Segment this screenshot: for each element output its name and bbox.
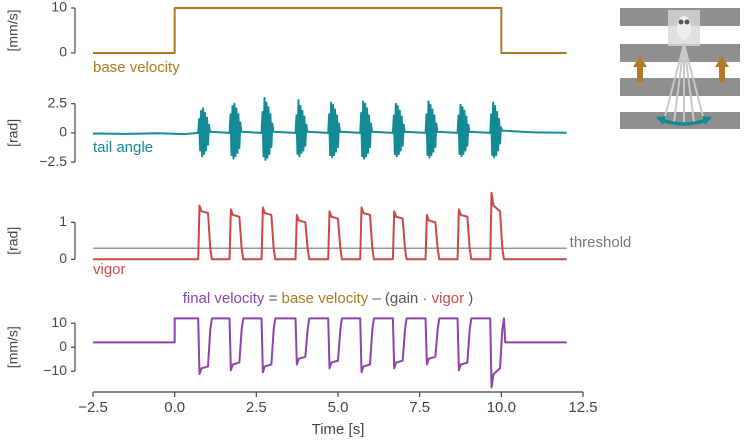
equation-term: ) bbox=[468, 290, 473, 307]
y-tick-label: 2.5 bbox=[48, 94, 68, 110]
x-tick-label: 12.5 bbox=[568, 399, 597, 416]
series-label: vigor bbox=[93, 261, 126, 278]
stripe bbox=[620, 44, 740, 62]
equation: final velocity = base velocity – (gain ·… bbox=[183, 290, 474, 307]
equation-term: – bbox=[372, 290, 381, 307]
equation-term: final velocity bbox=[183, 290, 265, 307]
y-axis-label: [mm/s] bbox=[5, 326, 21, 368]
x-tick-label: 2.5 bbox=[246, 399, 267, 416]
y-tick-label: 0 bbox=[59, 124, 67, 140]
arrow-head bbox=[656, 116, 666, 125]
y-tick-label: −10 bbox=[43, 362, 67, 378]
series-line bbox=[92, 96, 567, 161]
stripe bbox=[620, 112, 740, 129]
y-axis-label: [rad] bbox=[5, 227, 21, 255]
y-tick-label: 10 bbox=[51, 0, 67, 15]
series-line bbox=[93, 191, 567, 261]
fish-head bbox=[677, 16, 691, 40]
x-axis-label: Time [s] bbox=[312, 421, 365, 438]
threshold-label: threshold bbox=[570, 234, 632, 251]
equation-term: base velocity bbox=[282, 290, 369, 307]
y-axis-label: [mm/s] bbox=[5, 10, 21, 52]
y-tick-label: 0 bbox=[59, 250, 67, 266]
equation-term: · bbox=[422, 290, 427, 307]
y-tick-label: 10 bbox=[51, 314, 67, 330]
series-label: tail angle bbox=[93, 139, 153, 156]
y-tick-label: 1 bbox=[59, 213, 67, 229]
inset-illustration bbox=[620, 8, 740, 129]
swing-arrow bbox=[661, 118, 707, 126]
x-tick-label: 0.0 bbox=[164, 399, 185, 416]
equation-term: (gain bbox=[385, 290, 418, 307]
tail-fan bbox=[663, 43, 705, 123]
x-tick-label: 5.0 bbox=[328, 399, 349, 416]
fish-eye bbox=[684, 19, 690, 25]
x-tick-label: 7.5 bbox=[409, 399, 430, 416]
series-line bbox=[93, 317, 567, 389]
y-tick-label: 0 bbox=[59, 338, 67, 354]
y-tick-label: 0 bbox=[59, 44, 67, 60]
equation-term: = bbox=[269, 290, 278, 307]
stripe bbox=[620, 78, 740, 96]
equation-term: vigor bbox=[432, 290, 465, 307]
x-tick-label: −2.5 bbox=[78, 399, 108, 416]
series-line bbox=[93, 7, 567, 54]
fish-eye bbox=[678, 19, 684, 25]
y-axis-label: [rad] bbox=[5, 119, 21, 147]
y-tick-label: −2.5 bbox=[39, 153, 67, 169]
series-label: base velocity bbox=[93, 59, 180, 76]
arrow-head bbox=[702, 116, 712, 125]
x-tick-label: 10.0 bbox=[487, 399, 516, 416]
motion-arrows bbox=[633, 56, 729, 82]
